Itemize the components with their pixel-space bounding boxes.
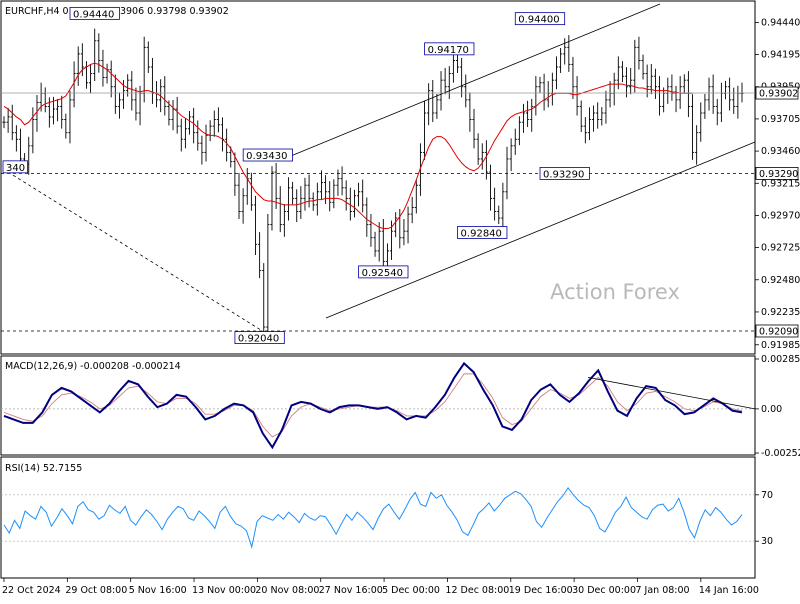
annotation-label: 0.92840 [461,228,502,239]
annotation-box [242,148,293,162]
rsi-line [3,486,743,549]
time-tick-label: 5 Nov 16:00 [129,585,187,596]
annotation-box [424,42,475,56]
rsi-tick-label: 70 [761,490,773,501]
time-tick-label: 12 Dec 08:00 [445,585,509,596]
macd-layer [1,361,756,450]
level-tag-box [755,167,799,180]
annotation-box [69,6,120,20]
time-tick-label: 14 Jan 16:00 [699,585,759,596]
time-tick-label: 7 Jan 08:00 [635,585,689,596]
annotation-label: 0.94400 [518,15,559,26]
annotation-box [539,167,590,180]
macd-panel [0,355,756,456]
macd-tick-label: -0.002521 [761,448,800,459]
annotation-box [457,226,508,239]
annotation-label: 0.94170 [428,45,469,56]
level-tag-box [755,324,799,338]
price-tick-label: 0.92725 [761,243,800,254]
annotation-box [2,160,29,174]
annotation-label: 0.92040 [238,334,279,345]
time-tick-label: 29 Oct 08:00 [65,585,127,596]
annotation-box [514,12,566,26]
time-tick-label: 30 Dec 00:00 [572,585,636,596]
watermark: Action Forex [550,280,680,304]
macd-panel-title: MACD(12,26,9) -0.000208 -0.000214 [5,361,181,372]
axis-layer: 0.944400.941950.939500.937050.934600.932… [2,17,800,596]
moving-average-line [3,62,693,230]
level-tag-label: 0.92090 [759,326,798,337]
time-tick-label: 20 Nov 08:00 [255,585,319,596]
time-tick-label: 5 Dec 00:00 [382,585,440,596]
channel-upper-line [285,3,661,159]
price-tick-label: 0.92480 [761,275,800,286]
price-tick-label: 0.93705 [761,114,800,125]
price-tag-box [755,86,799,100]
annotation-label: 0.93290 [543,169,584,180]
price-tick-label: 0.92235 [761,307,800,318]
price-tick-label: 0.94440 [761,17,800,28]
rsi-layer [1,486,755,549]
rsi-panel-title: RSI(14) 52.7155 [5,463,82,474]
price-tick-label: 0.94195 [761,50,800,61]
annotation-box [358,265,409,279]
time-tick-label: 13 Nov 00:00 [192,585,256,596]
annotation-label: 0.94440 [73,9,114,20]
channel-lower-line [325,141,756,319]
annotation-label: 340 [6,163,25,174]
price-tick-label: 0.93215 [761,178,800,189]
macd-tick-label: 0.00285 [761,354,800,365]
macd-tick-label: 0.00 [761,404,782,415]
time-tick-label: 19 Dec 16:00 [509,585,573,596]
annotation-label: 0.92540 [362,268,403,279]
rsi-tick-label: 30 [761,536,773,547]
level-tag-label: 0.93290 [759,169,798,180]
annotation-label: 0.93430 [246,151,287,162]
macd-line [3,361,743,450]
price-tag: 0.93902 [759,89,798,100]
price-tick-label: 0.92970 [761,210,800,221]
annotation-box [234,331,285,344]
price-layer: 0.94440 0.94170 0.94400 0.93430 0.93290 0.928… [1,3,756,345]
time-tick-label: 22 Oct 2024 [2,585,61,596]
macd-trendline [587,376,756,410]
price-tick-label: 0.93460 [761,146,800,157]
price-panel [0,0,756,355]
price-tick-label: 0.91985 [761,340,800,351]
time-tick-label: 27 Nov 16:00 [319,585,383,596]
